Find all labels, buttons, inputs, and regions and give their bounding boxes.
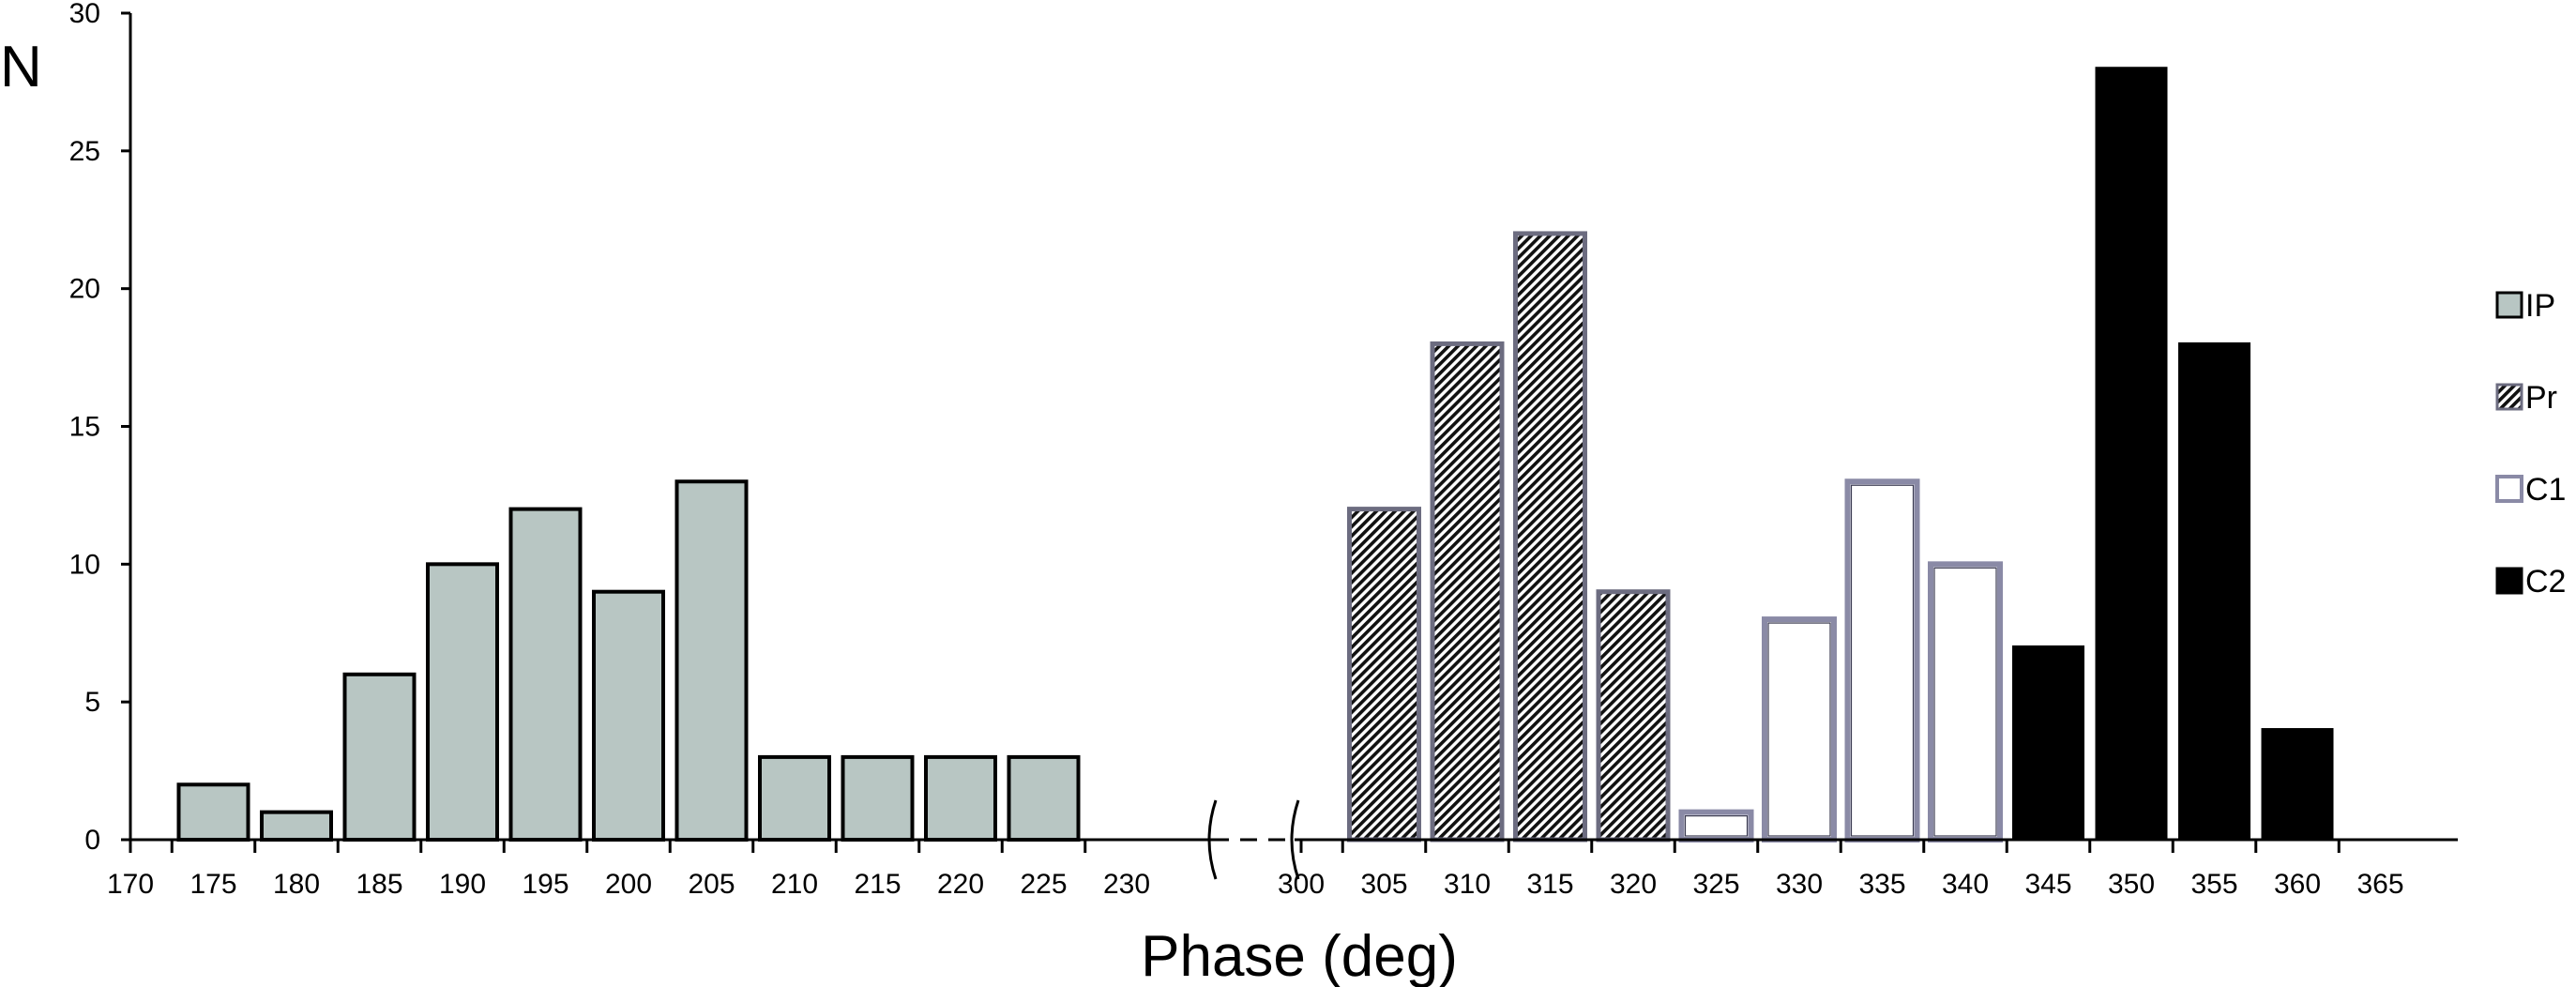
x-tick-label: 230 (1103, 869, 1150, 900)
bar-pr-315 (1513, 231, 1587, 843)
x-tick-label: 205 (688, 869, 735, 900)
legend-item-ip: IP (2495, 288, 2555, 324)
bar-ip-185 (342, 672, 417, 842)
x-axis-title: Phase (deg) (1141, 924, 1458, 987)
bar-pr-305 (1347, 507, 1421, 843)
x-tick-label: 220 (937, 869, 984, 900)
x-tick-label: 200 (605, 869, 652, 900)
bar-ip-175 (176, 782, 250, 842)
bar-ip-200 (592, 589, 665, 842)
bar-c1-335 (1844, 478, 1920, 843)
bar-ip-195 (508, 507, 583, 842)
y-tick-label: 10 (69, 549, 100, 580)
bar-pr-320 (1596, 589, 1671, 843)
x-tick-label: 340 (1942, 869, 1989, 900)
bar-c1-330 (1762, 616, 1837, 843)
legend-label-c2: C2 (2525, 564, 2566, 600)
x-tick-label: 180 (273, 869, 320, 900)
bar-c2-355 (2178, 342, 2250, 842)
bars (176, 67, 2334, 843)
x-tick-label: 335 (1858, 869, 1905, 900)
x-tick-label: 195 (522, 869, 568, 900)
legend-item-c1: C1 (2495, 472, 2566, 508)
x-tick-label: 225 (1020, 869, 1067, 900)
legend: IP Pr C1 C2 (2495, 288, 2566, 600)
x-axis: 170 175 180 185 190 195 200 205 210 215 220 225 230 3… (107, 799, 2458, 900)
x-tick-label: 330 (1776, 869, 1823, 900)
legend-label-c1: C1 (2525, 472, 2566, 508)
bar-c1-340 (1928, 561, 2003, 843)
y-axis-title: N (0, 35, 42, 99)
legend-swatch-c2 (2495, 567, 2523, 595)
bar-c1-340-inner (1933, 567, 1997, 837)
legend-item-pr: Pr (2495, 380, 2557, 416)
bar-ip-215 (841, 754, 915, 843)
x-tick-label: 210 (771, 869, 818, 900)
bar-c1-325-inner (1684, 815, 1749, 837)
legend-swatch-ip (2495, 291, 2523, 319)
x-tick-label: 320 (1610, 869, 1657, 900)
axis-break-mark (1207, 799, 1218, 880)
x-tick-label: 175 (189, 869, 236, 900)
y-tick-label: 30 (69, 0, 100, 29)
bar-c1-335-inner (1850, 484, 1915, 837)
y-tick-label: 20 (69, 274, 100, 305)
bar-ip-220 (924, 754, 997, 843)
x-tick-label: 365 (2356, 869, 2403, 900)
bar-c2-360 (2261, 728, 2334, 842)
legend-swatch-c1 (2495, 475, 2523, 503)
x-tick-label: 305 (1360, 869, 1407, 900)
bar-c1-330-inner (1767, 622, 1831, 837)
bar-ip-225 (1007, 754, 1081, 843)
x-tick-label: 345 (2024, 869, 2071, 900)
x-tick-label: 355 (2190, 869, 2237, 900)
legend-label-pr: Pr (2525, 380, 2557, 416)
bar-ip-205 (674, 479, 749, 842)
bar-c2-345 (2012, 645, 2084, 842)
bar-pr-310 (1430, 341, 1505, 843)
y-axis: 0 5 10 15 20 25 30 (69, 0, 132, 856)
x-tick-label: 350 (2108, 869, 2155, 900)
x-tick-label: 185 (356, 869, 402, 900)
x-tick-label: 315 (1526, 869, 1573, 900)
x-tick-label: 190 (439, 869, 486, 900)
legend-item-c2: C2 (2495, 564, 2566, 600)
bar-ip-190 (426, 562, 499, 842)
y-tick-label: 5 (84, 687, 100, 718)
x-tick-label: 300 (1278, 869, 1325, 900)
bar-c2-350 (2095, 67, 2168, 842)
x-tick-label: 215 (854, 869, 901, 900)
x-tick-label: 360 (2274, 869, 2321, 900)
legend-label-ip: IP (2525, 288, 2555, 324)
x-tick-label: 310 (1444, 869, 1491, 900)
y-tick-label: 25 (69, 136, 100, 167)
legend-swatch-pr (2495, 383, 2523, 411)
x-tick-label: 325 (1692, 869, 1739, 900)
bar-ip-210 (758, 754, 831, 843)
axis-break-mark (1290, 799, 1300, 880)
bar-ip-180 (260, 810, 333, 843)
x-tick-label: 170 (107, 869, 154, 900)
y-tick-label: 15 (69, 412, 100, 443)
y-tick-label: 0 (84, 825, 100, 856)
